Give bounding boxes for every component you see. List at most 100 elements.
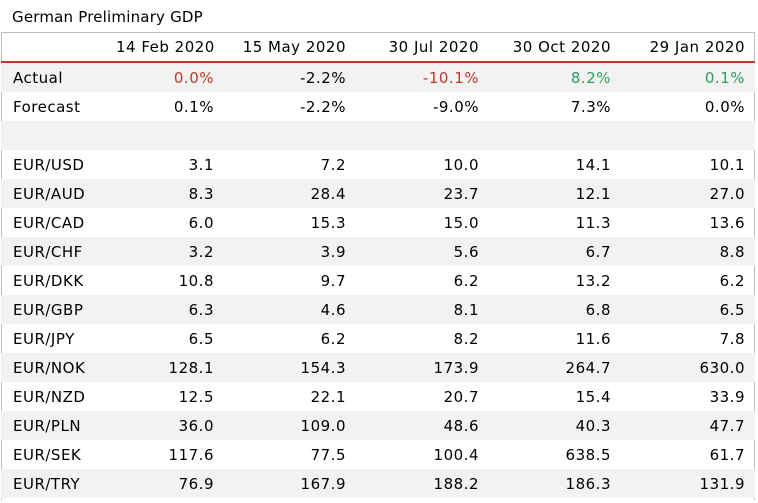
pair-value: 4.6 xyxy=(224,295,356,324)
pair-label: EUR/CAD xyxy=(13,213,85,232)
pair-value: 6.0 xyxy=(188,213,214,232)
pair-value: 8.3 xyxy=(104,179,224,208)
pair-row: EUR/CHF 3.2 3.9 5.6 6.7 8.8 xyxy=(1,237,755,266)
pair-label: EUR/JPY xyxy=(13,329,75,348)
pair-value: 10.8 xyxy=(178,271,214,290)
pair-value: 167.9 xyxy=(224,469,356,498)
pair-value: 8.1 xyxy=(356,295,489,324)
forecast-row: Forecast 0.1% -2.2% -9.0% 7.3% 0.0% xyxy=(1,92,755,121)
pair-value: 3.1 xyxy=(188,155,214,174)
pair-value: 22.1 xyxy=(310,387,346,406)
pair-value: 6.2 xyxy=(719,271,745,290)
pair-label: EUR/AUD xyxy=(1,179,104,208)
forecast-value: 0.0% xyxy=(704,97,745,116)
pair-value: 27.0 xyxy=(621,179,755,208)
pair-value: 128.1 xyxy=(104,353,224,382)
pair-value: 173.9 xyxy=(356,353,489,382)
pair-value: 13.6 xyxy=(709,213,745,232)
pair-value: 15.3 xyxy=(310,213,346,232)
pair-value: 6.2 xyxy=(320,329,346,348)
pair-row: EUR/TRY 76.9 167.9 188.2 186.3 131.9 xyxy=(1,469,755,498)
spacer-row xyxy=(1,121,755,150)
pair-value: 638.5 xyxy=(565,445,611,464)
pair-label: EUR/TRY xyxy=(1,469,104,498)
pair-value: 7.8 xyxy=(719,329,745,348)
pair-value: 15.4 xyxy=(575,387,611,406)
pair-value: 8.2 xyxy=(453,329,479,348)
actual-value: -10.1% xyxy=(356,62,489,92)
forecast-value: 0.1% xyxy=(173,97,214,116)
pair-label: EUR/PLN xyxy=(1,411,104,440)
pair-value: 48.6 xyxy=(356,411,489,440)
pair-value: 10.0 xyxy=(443,155,479,174)
pair-row: EUR/CAD 6.0 15.3 15.0 11.3 13.6 xyxy=(1,208,755,237)
header-date: 30 Oct 2020 xyxy=(489,32,621,63)
pair-value: 109.0 xyxy=(224,411,356,440)
pair-label: EUR/GBP xyxy=(1,295,104,324)
pair-value: 40.3 xyxy=(489,411,621,440)
forecast-value: 7.3% xyxy=(570,97,611,116)
pair-value: 47.7 xyxy=(621,411,755,440)
actual-value: 0.1% xyxy=(621,62,755,92)
pair-row: EUR/JPY 6.5 6.2 8.2 11.6 7.8 xyxy=(1,324,755,353)
pair-row: EUR/PLN 36.0 109.0 48.6 40.3 47.7 xyxy=(1,411,755,440)
pair-value: 6.5 xyxy=(188,329,214,348)
header-date: 14 Feb 2020 xyxy=(104,32,224,63)
pair-value: 61.7 xyxy=(709,445,745,464)
actual-value: -2.2% xyxy=(224,62,356,92)
pair-row: EUR/NOK 128.1 154.3 173.9 264.7 630.0 xyxy=(1,353,755,382)
pair-label: EUR/NOK xyxy=(1,353,104,382)
pair-value: 33.9 xyxy=(709,387,745,406)
pair-value: 5.6 xyxy=(356,237,489,266)
pair-value: 100.4 xyxy=(433,445,479,464)
pair-value: 6.7 xyxy=(489,237,621,266)
row-label: Actual xyxy=(1,62,104,92)
pair-row: EUR/USD 3.1 7.2 10.0 14.1 10.1 xyxy=(1,150,755,179)
pair-value: 76.9 xyxy=(104,469,224,498)
pair-value: 13.2 xyxy=(575,271,611,290)
pair-value: 154.3 xyxy=(224,353,356,382)
pair-value: 36.0 xyxy=(104,411,224,440)
pair-value: 6.2 xyxy=(453,271,479,290)
pair-label: EUR/SEK xyxy=(13,445,82,464)
pair-value: 264.7 xyxy=(489,353,621,382)
pair-value: 14.1 xyxy=(575,155,611,174)
pair-value: 77.5 xyxy=(310,445,346,464)
pair-row: EUR/NZD 12.5 22.1 20.7 15.4 33.9 xyxy=(1,382,755,411)
row-label: Forecast xyxy=(13,97,81,116)
forecast-value: -9.0% xyxy=(432,97,479,116)
header-date: 30 Jul 2020 xyxy=(356,32,489,63)
header-corner xyxy=(1,32,104,63)
pair-value: 131.9 xyxy=(621,469,755,498)
pair-value: 8.8 xyxy=(621,237,755,266)
pair-value: 12.5 xyxy=(178,387,214,406)
pair-value: 6.8 xyxy=(489,295,621,324)
pair-value: 6.5 xyxy=(621,295,755,324)
pair-value: 10.1 xyxy=(709,155,745,174)
actual-row: Actual 0.0% -2.2% -10.1% 8.2% 0.1% xyxy=(1,62,755,92)
pair-value: 3.9 xyxy=(224,237,356,266)
pair-value: 20.7 xyxy=(443,387,479,406)
pair-label: EUR/DKK xyxy=(13,271,84,290)
header-date: 15 May 2020 xyxy=(224,32,356,63)
pair-value: 3.2 xyxy=(104,237,224,266)
actual-value: 0.0% xyxy=(104,62,224,92)
forecast-value: -2.2% xyxy=(299,97,346,116)
pair-value: 23.7 xyxy=(356,179,489,208)
header-date: 29 Jan 2020 xyxy=(621,32,755,63)
pair-value: 6.3 xyxy=(104,295,224,324)
pair-label: EUR/NZD xyxy=(13,387,86,406)
gdp-volatility-table: 14 Feb 2020 15 May 2020 30 Jul 2020 30 O… xyxy=(1,32,755,498)
pair-label: EUR/USD xyxy=(13,155,85,174)
pair-value: 12.1 xyxy=(489,179,621,208)
pair-row: EUR/GBP 6.3 4.6 8.1 6.8 6.5 xyxy=(1,295,755,324)
pair-row: EUR/DKK 10.8 9.7 6.2 13.2 6.2 xyxy=(1,266,755,295)
pair-value: 7.2 xyxy=(320,155,346,174)
pair-value: 11.6 xyxy=(575,329,611,348)
header-row: 14 Feb 2020 15 May 2020 30 Jul 2020 30 O… xyxy=(1,32,755,63)
pair-row: EUR/AUD 8.3 28.4 23.7 12.1 27.0 xyxy=(1,179,755,208)
pair-value: 630.0 xyxy=(621,353,755,382)
pair-value: 188.2 xyxy=(356,469,489,498)
pair-row: EUR/SEK 117.6 77.5 100.4 638.5 61.7 xyxy=(1,440,755,469)
pair-value: 117.6 xyxy=(168,445,214,464)
